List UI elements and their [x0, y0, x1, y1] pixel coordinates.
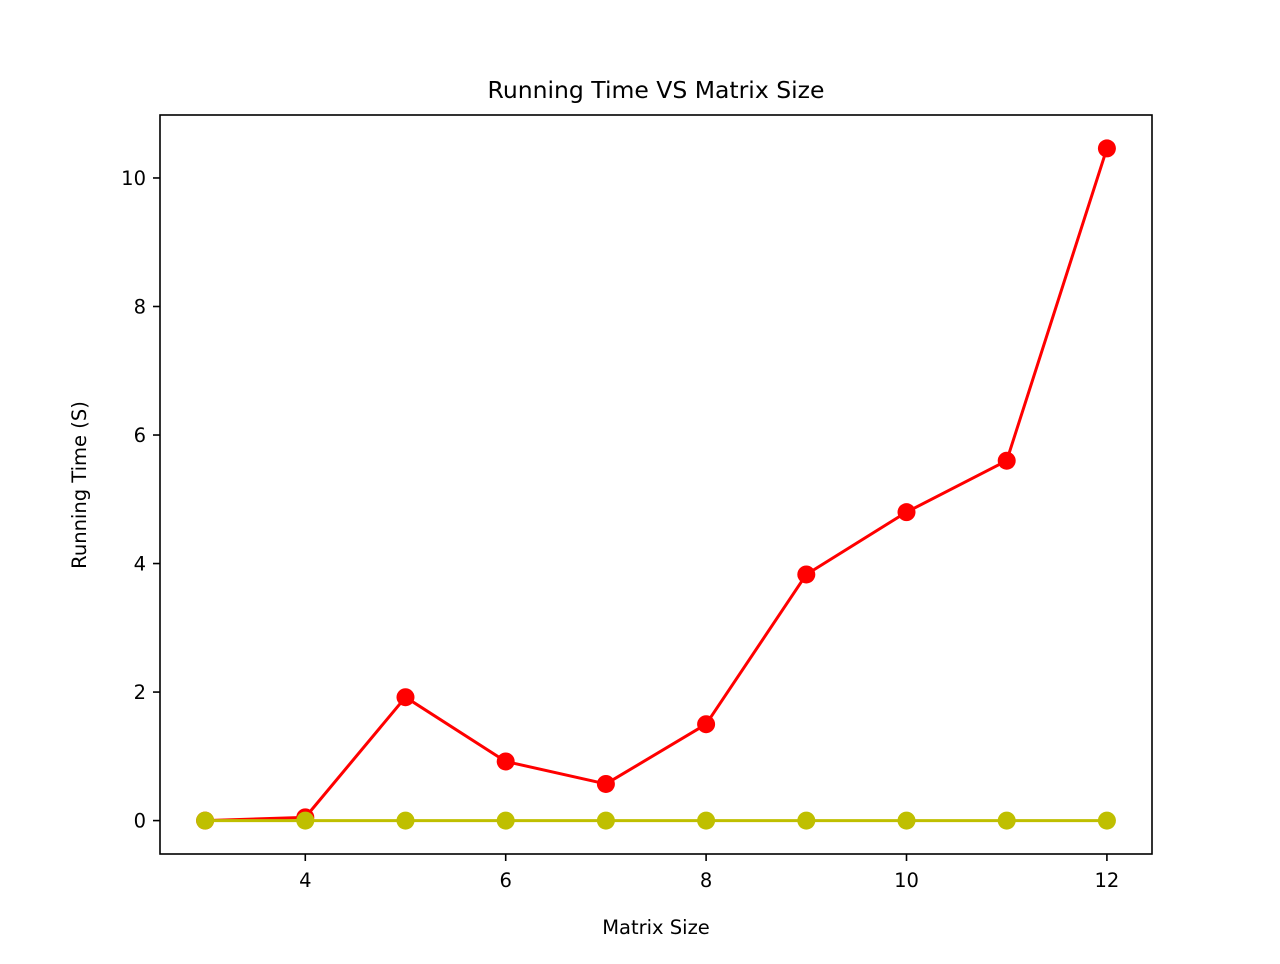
series-2-point	[998, 812, 1016, 830]
y-tick-label: 0	[134, 810, 146, 833]
series-2-point	[296, 812, 314, 830]
series-1-point	[396, 688, 414, 706]
series-1-point	[797, 565, 815, 583]
series-2-point	[1098, 812, 1116, 830]
y-tick-label: 4	[134, 553, 146, 576]
series-1-point	[597, 775, 615, 793]
y-axis-label: Running Time (S)	[68, 401, 91, 569]
x-tick-label: 4	[299, 869, 311, 892]
series-2-point	[497, 812, 515, 830]
y-tick-label: 2	[134, 681, 146, 704]
x-tick-label: 10	[894, 869, 919, 892]
series-2-point	[797, 812, 815, 830]
x-tick-label: 12	[1094, 869, 1119, 892]
series-2-point	[898, 812, 916, 830]
y-tick-label: 10	[121, 167, 146, 190]
series-2-point	[697, 812, 715, 830]
series-1-point	[497, 752, 515, 770]
x-tick-label: 8	[700, 869, 712, 892]
x-axis-label: Matrix Size	[602, 916, 710, 939]
chart-title: Running Time VS Matrix Size	[488, 76, 825, 104]
series-2-point	[196, 812, 214, 830]
y-tick-label: 6	[134, 424, 146, 447]
series-1-point	[1098, 139, 1116, 157]
y-tick-label: 8	[134, 295, 146, 318]
series-1-point	[697, 715, 715, 733]
x-tick-label: 6	[499, 869, 511, 892]
series-1-point	[998, 452, 1016, 470]
series-1-point	[898, 503, 916, 521]
series-2-point	[396, 812, 414, 830]
series-2-point	[597, 812, 615, 830]
